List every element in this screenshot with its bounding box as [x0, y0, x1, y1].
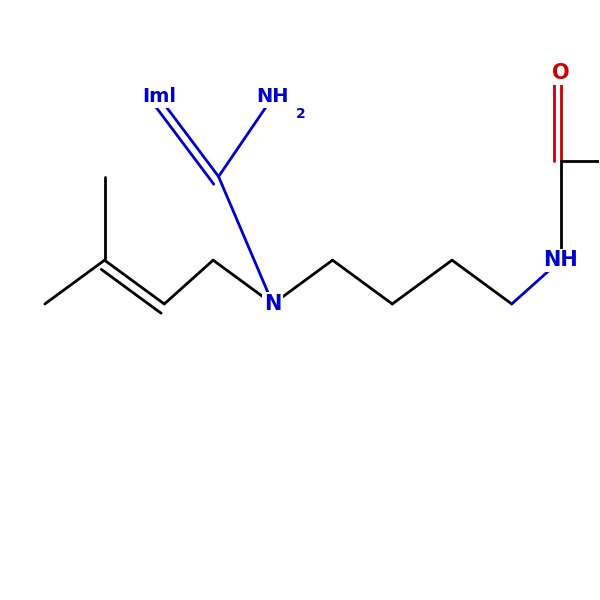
Text: N: N: [264, 294, 281, 314]
Text: Iml: Iml: [142, 88, 176, 106]
Text: O: O: [552, 63, 569, 83]
Text: NH: NH: [257, 88, 289, 106]
Text: NH: NH: [543, 250, 578, 270]
Text: 2: 2: [296, 107, 306, 121]
